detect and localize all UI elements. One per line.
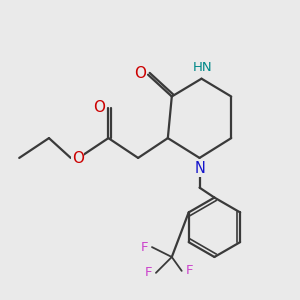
Text: O: O [134,66,146,81]
Text: O: O [72,152,84,166]
Text: N: N [195,161,206,176]
Text: F: F [140,241,148,254]
Text: HN: HN [193,61,212,74]
Text: F: F [144,266,152,279]
Text: F: F [186,264,194,278]
Text: O: O [94,100,106,115]
